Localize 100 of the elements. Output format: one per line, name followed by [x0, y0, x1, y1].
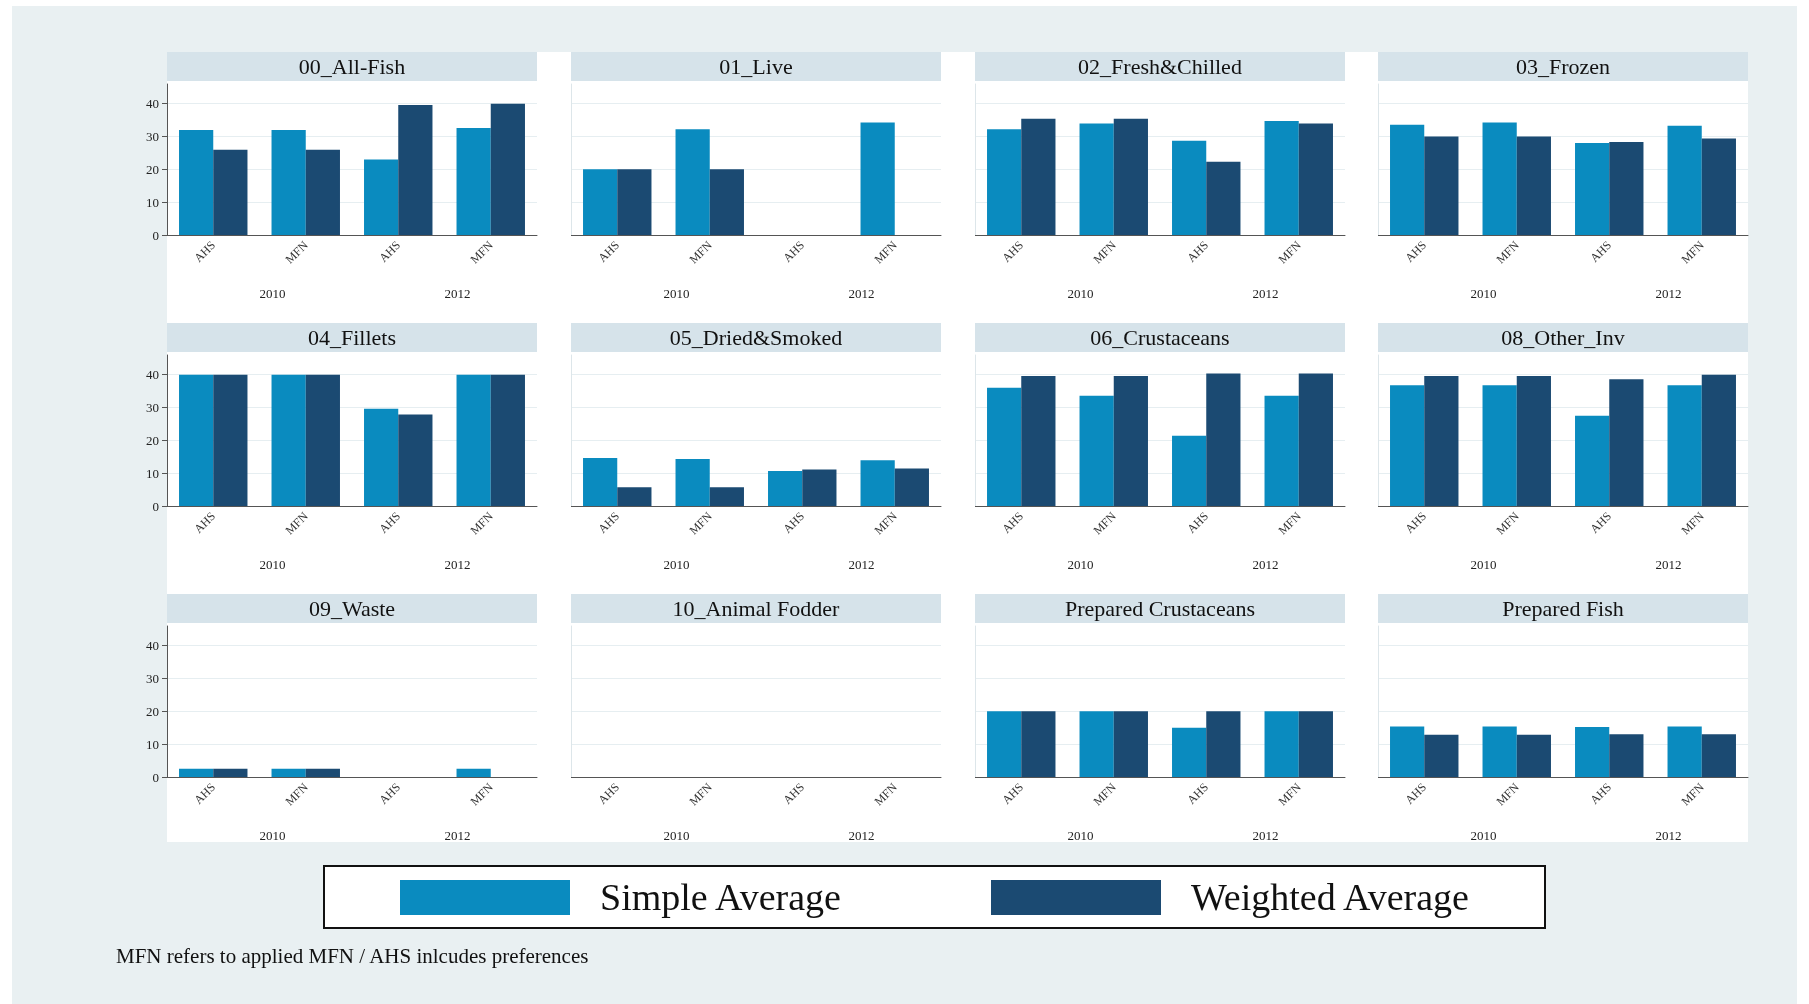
text: 2010 — [663, 828, 690, 843]
chart-title: 02_Fresh&Chilled — [975, 52, 1345, 81]
bar — [1482, 122, 1517, 235]
bar — [364, 408, 399, 506]
bar — [1264, 395, 1299, 506]
bar — [617, 487, 652, 506]
bar — [675, 459, 710, 506]
bar — [1516, 376, 1551, 506]
y-tick-label: 0 — [152, 498, 159, 514]
text: 2010 — [1067, 286, 1094, 301]
bar — [1609, 734, 1644, 777]
text: 2012 — [444, 557, 471, 572]
bar — [1390, 726, 1425, 777]
bar — [709, 487, 744, 506]
text: 2012 — [1655, 828, 1682, 843]
bar — [1575, 143, 1610, 235]
text: 2010 — [1470, 286, 1497, 301]
bar — [1172, 435, 1207, 506]
text: 2012 — [444, 828, 471, 843]
chart-title: 06_Crustaceans — [975, 323, 1345, 352]
chart-title: 10_Animal Fodder — [571, 594, 941, 623]
text: 2012 — [1252, 557, 1279, 572]
bar — [1113, 118, 1148, 235]
text: 2010 — [1067, 828, 1094, 843]
y-tick-label: 0 — [152, 227, 159, 243]
text: 2010 — [1470, 828, 1497, 843]
text: 2010 — [259, 828, 286, 843]
text: 2012 — [848, 557, 875, 572]
text: 2012 — [1252, 286, 1279, 301]
chart-title: 05_Dried&Smoked — [571, 323, 941, 352]
bar — [1021, 118, 1056, 235]
bar — [1206, 373, 1241, 506]
bar — [860, 460, 895, 506]
bar — [583, 458, 618, 506]
bar — [1424, 734, 1459, 777]
y-tick-label: 10 — [146, 194, 159, 210]
bar — [1424, 376, 1459, 506]
bar — [1667, 385, 1702, 506]
bar — [1482, 726, 1517, 777]
chart-title: Prepared Fish — [1378, 594, 1748, 623]
bar — [1390, 124, 1425, 235]
y-tick-label: 10 — [146, 736, 159, 752]
bar — [213, 374, 248, 506]
y-tick-label: 20 — [146, 432, 159, 448]
bar — [364, 159, 399, 235]
bar — [1206, 161, 1241, 235]
bar — [1609, 379, 1644, 506]
bar — [1575, 415, 1610, 506]
bar — [1264, 121, 1299, 235]
y-tick-label: 40 — [146, 638, 159, 654]
bar — [271, 374, 306, 506]
legend-label: Simple Average — [600, 875, 841, 919]
bar — [1701, 138, 1736, 235]
bar — [1482, 385, 1517, 506]
bar — [1113, 376, 1148, 506]
text: 2010 — [259, 557, 286, 572]
bar — [1516, 734, 1551, 777]
bar — [490, 374, 525, 506]
text: 2010 — [663, 286, 690, 301]
bar — [1079, 123, 1114, 235]
text: 2012 — [444, 286, 471, 301]
bar — [179, 129, 214, 235]
bar — [1667, 726, 1702, 777]
y-tick-label: 40 — [146, 96, 159, 112]
chart-title: 00_All-Fish — [167, 52, 537, 81]
bar — [1172, 140, 1207, 235]
bar — [1516, 136, 1551, 235]
y-tick-label: 30 — [146, 400, 159, 416]
y-tick-label: 20 — [146, 161, 159, 177]
bar — [456, 127, 491, 235]
y-tick-label: 30 — [146, 129, 159, 145]
text: MFN refers to applied MFN / AHS inlcudes preferences — [116, 944, 589, 969]
y-tick-label: 40 — [146, 367, 159, 383]
bar — [1701, 734, 1736, 777]
bar — [802, 469, 837, 506]
bar — [305, 374, 340, 506]
chart-title: 04_Fillets — [167, 323, 537, 352]
bar — [1390, 385, 1425, 506]
bar — [398, 414, 433, 506]
y-tick-label: 30 — [146, 671, 159, 687]
text: 2012 — [848, 286, 875, 301]
bar — [894, 468, 929, 506]
bar — [1021, 376, 1056, 506]
chart-title: 03_Frozen — [1378, 52, 1748, 81]
bar — [1701, 374, 1736, 506]
chart-title: 01_Live — [571, 52, 941, 81]
bar — [987, 129, 1022, 235]
chart-title: 09_Waste — [167, 594, 537, 623]
bar — [490, 103, 525, 235]
bar — [271, 129, 306, 235]
text: 2012 — [1655, 286, 1682, 301]
chart-title: Prepared Crustaceans — [975, 594, 1345, 623]
bar — [213, 149, 248, 235]
bar — [1424, 136, 1459, 235]
legend-label: Weighted Average — [1191, 875, 1469, 919]
bar — [1298, 123, 1333, 235]
text: 2010 — [663, 557, 690, 572]
bar — [179, 374, 214, 506]
bar — [305, 149, 340, 235]
text: 2012 — [1655, 557, 1682, 572]
